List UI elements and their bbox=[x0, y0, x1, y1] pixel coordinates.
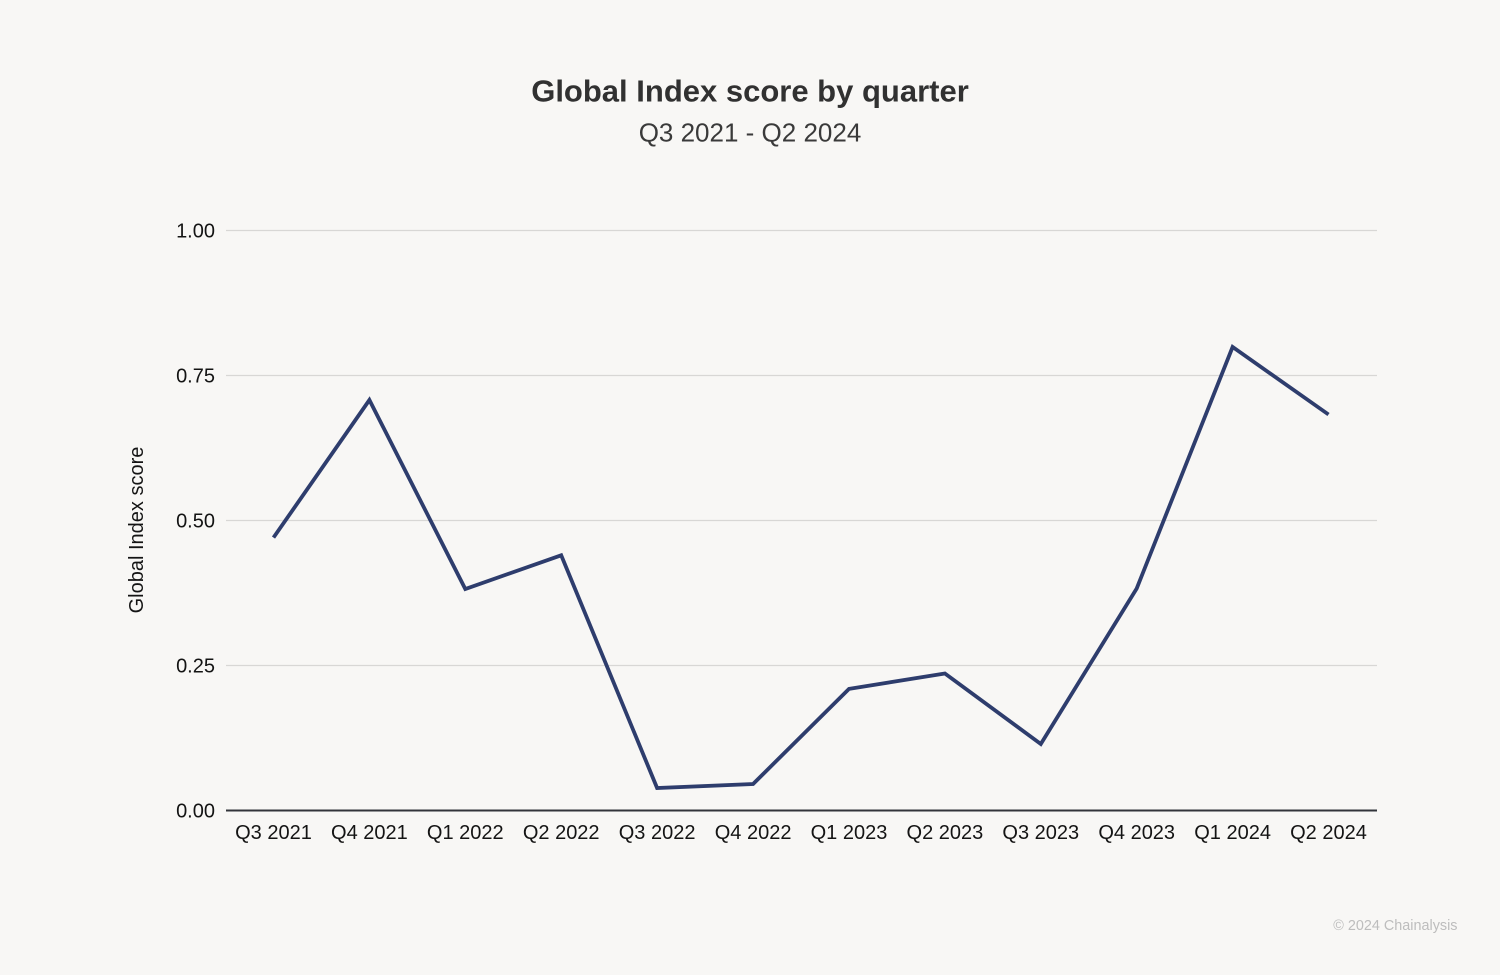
svg-text:0.25: 0.25 bbox=[176, 656, 215, 678]
svg-text:Q1 2024: Q1 2024 bbox=[1194, 822, 1271, 844]
svg-text:Q1 2022: Q1 2022 bbox=[427, 822, 504, 844]
svg-text:1.00: 1.00 bbox=[176, 221, 215, 243]
svg-text:0.00: 0.00 bbox=[176, 801, 215, 823]
svg-text:© 2024 Chainalysis: © 2024 Chainalysis bbox=[1333, 918, 1457, 934]
svg-text:Q3 2021: Q3 2021 bbox=[235, 822, 312, 844]
svg-text:Q1 2023: Q1 2023 bbox=[811, 822, 888, 844]
svg-text:Global Index score by quarter: Global Index score by quarter bbox=[531, 73, 969, 108]
svg-text:Q2 2023: Q2 2023 bbox=[907, 822, 984, 844]
svg-text:0.50: 0.50 bbox=[176, 511, 215, 533]
svg-text:Q2 2024: Q2 2024 bbox=[1290, 822, 1367, 844]
svg-text:Q4 2023: Q4 2023 bbox=[1098, 822, 1175, 844]
svg-text:Q4 2021: Q4 2021 bbox=[331, 822, 408, 844]
svg-text:0.75: 0.75 bbox=[176, 366, 215, 388]
svg-text:Global Index score: Global Index score bbox=[126, 447, 148, 614]
svg-text:Q4 2022: Q4 2022 bbox=[715, 822, 792, 844]
svg-text:Q3 2023: Q3 2023 bbox=[1002, 822, 1079, 844]
svg-text:Q2 2022: Q2 2022 bbox=[523, 822, 600, 844]
svg-text:Q3 2021 - Q2 2024: Q3 2021 - Q2 2024 bbox=[639, 117, 862, 147]
svg-text:Q3 2022: Q3 2022 bbox=[619, 822, 696, 844]
